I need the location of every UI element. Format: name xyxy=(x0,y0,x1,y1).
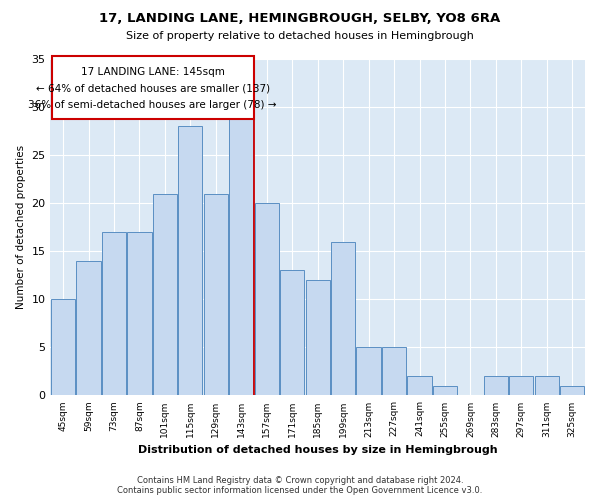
Bar xyxy=(51,300,75,396)
Bar xyxy=(509,376,533,396)
Bar xyxy=(76,261,101,396)
Text: Size of property relative to detached houses in Hemingbrough: Size of property relative to detached ho… xyxy=(126,31,474,41)
Bar xyxy=(535,376,559,396)
Bar xyxy=(407,376,431,396)
Y-axis label: Number of detached properties: Number of detached properties xyxy=(16,145,26,310)
Bar xyxy=(178,126,202,396)
Bar xyxy=(382,348,406,396)
Bar xyxy=(356,348,380,396)
Text: 36% of semi-detached houses are larger (78) →: 36% of semi-detached houses are larger (… xyxy=(28,100,277,110)
Bar xyxy=(305,280,330,396)
Bar xyxy=(204,194,228,396)
Bar xyxy=(102,232,126,396)
Text: Contains HM Land Registry data © Crown copyright and database right 2024.
Contai: Contains HM Land Registry data © Crown c… xyxy=(118,476,482,495)
Bar xyxy=(229,116,253,396)
Bar xyxy=(127,232,152,396)
Text: 17, LANDING LANE, HEMINGBROUGH, SELBY, YO8 6RA: 17, LANDING LANE, HEMINGBROUGH, SELBY, Y… xyxy=(100,12,500,26)
Bar xyxy=(153,194,177,396)
Bar xyxy=(433,386,457,396)
Bar xyxy=(484,376,508,396)
Bar xyxy=(280,270,304,396)
FancyBboxPatch shape xyxy=(52,56,254,118)
Text: 17 LANDING LANE: 145sqm: 17 LANDING LANE: 145sqm xyxy=(80,68,224,78)
Bar xyxy=(254,203,279,396)
Bar xyxy=(560,386,584,396)
Text: ← 64% of detached houses are smaller (137): ← 64% of detached houses are smaller (13… xyxy=(35,84,269,94)
X-axis label: Distribution of detached houses by size in Hemingbrough: Distribution of detached houses by size … xyxy=(138,445,497,455)
Bar xyxy=(331,242,355,396)
